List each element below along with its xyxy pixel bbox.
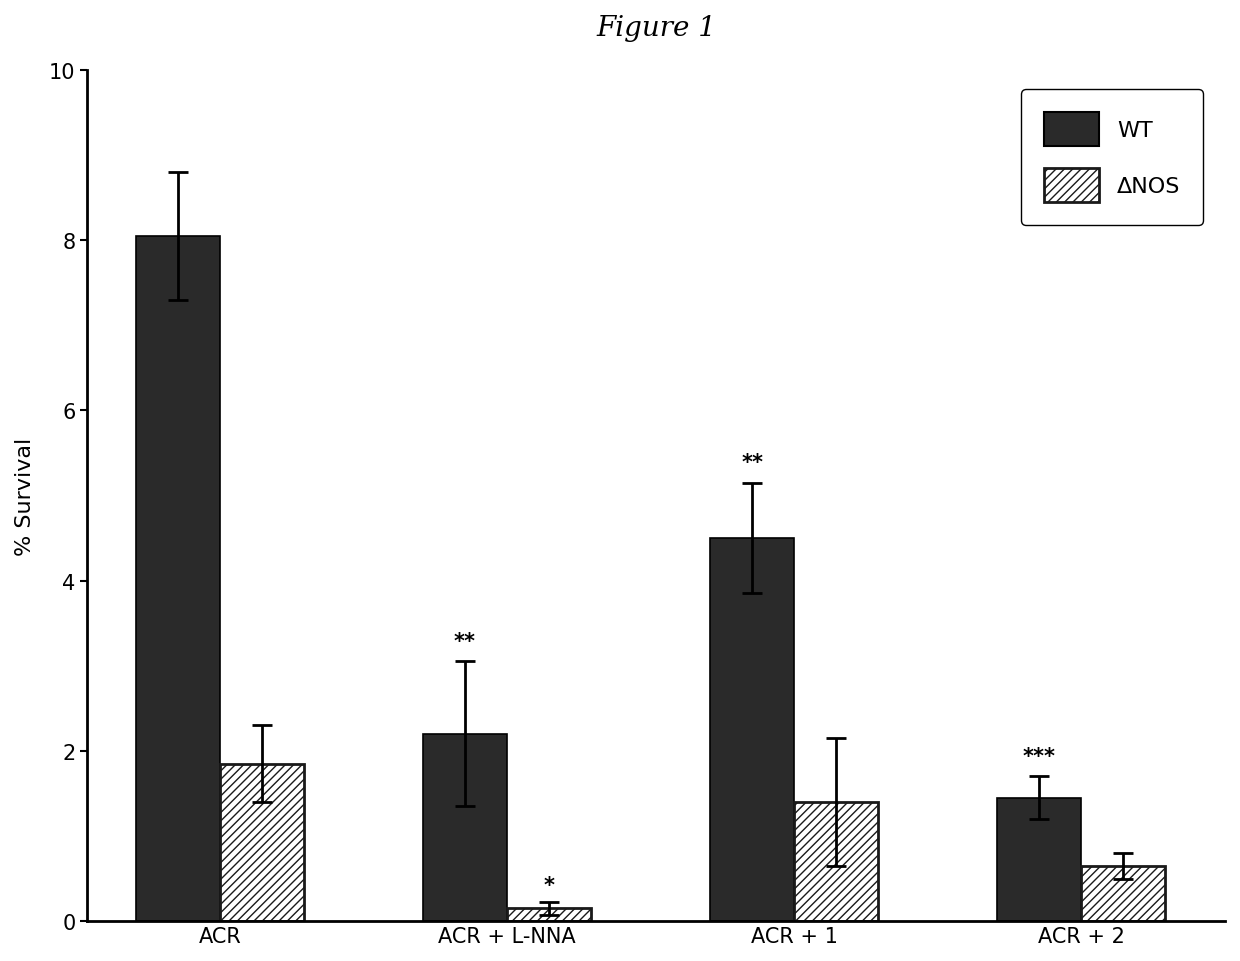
Text: **: ** bbox=[742, 453, 763, 473]
Text: ***: *** bbox=[1023, 747, 1056, 766]
Bar bbox=[136, 236, 219, 922]
Y-axis label: % Survival: % Survival bbox=[15, 437, 35, 555]
Text: *: * bbox=[543, 875, 554, 895]
Bar bbox=[794, 802, 878, 922]
Text: **: ** bbox=[454, 631, 476, 652]
Title: Figure 1: Figure 1 bbox=[596, 15, 715, 42]
Bar bbox=[997, 798, 1081, 922]
Bar bbox=[423, 734, 507, 922]
Bar bbox=[1081, 866, 1166, 922]
Bar bbox=[507, 908, 591, 922]
Bar bbox=[711, 538, 794, 922]
Legend: WT, ΔNOS: WT, ΔNOS bbox=[1022, 90, 1203, 226]
Bar bbox=[219, 764, 304, 922]
